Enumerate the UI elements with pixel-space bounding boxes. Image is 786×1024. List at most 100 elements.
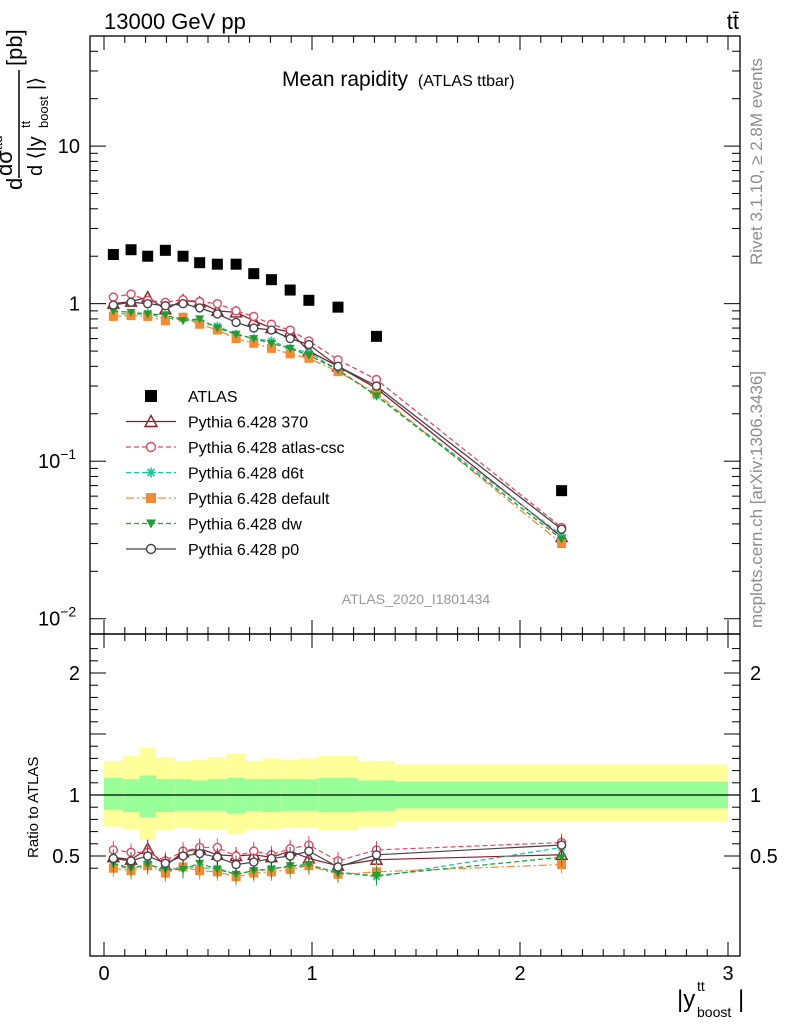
legend-marker-pythia-6-428-default <box>146 493 156 503</box>
legend-marker-pythia-6-428-p0 <box>145 543 157 555</box>
y-tick-label-ratio-right: 1 <box>750 785 761 807</box>
point-atlas <box>194 257 206 269</box>
legend-marker-atlas <box>145 390 157 402</box>
point-pythia-6-428-dw <box>231 330 241 339</box>
point-pythia-6-428-p0 <box>371 381 382 391</box>
y-tick-label-ratio-right: 0.5 <box>750 846 778 868</box>
ratio-point-pythia-6-428-dw <box>249 867 259 876</box>
ratio-point-pythia-6-428-p0 <box>304 846 314 856</box>
legend-label-atlas: ATLAS <box>188 389 238 406</box>
ratio-series-layer <box>106 833 569 886</box>
svg-text:tt: tt <box>18 120 33 128</box>
point-pythia-6-428-dw <box>160 311 170 320</box>
point-pythia-6-428-dw <box>108 307 118 316</box>
legend-label-pythia-6-428-d6t: Pythia 6.428 d6t <box>188 466 304 483</box>
y-tick-label-ratio-left: 1 <box>69 785 80 807</box>
point-pythia-6-428-dw <box>304 351 314 360</box>
point-atlas <box>265 274 277 286</box>
svg-text:|y: |y <box>677 986 695 1013</box>
y-axis-label-main: d dσ ttd d ⟨|y tt boost |⟩ [pb] <box>0 29 51 190</box>
watermark: ATLAS_2020_I1801434 <box>342 591 491 607</box>
band-inner-2 <box>139 775 156 817</box>
point-pythia-6-428-p0 <box>333 361 343 372</box>
x-tick-label: 2 <box>514 963 525 985</box>
point-atlas <box>211 258 223 270</box>
point-pythia-6-428-atlas-csc <box>126 289 136 299</box>
chart-subtitle: (ATLAS ttbar) <box>418 73 515 90</box>
point-pythia-6-428-p0 <box>126 297 136 307</box>
point-pythia-6-428-p0 <box>160 301 171 311</box>
point-pythia-6-428-dw <box>249 335 259 344</box>
ratio-point-pythia-6-428-p0 <box>160 858 171 869</box>
series-line-pythia-6-428-p0 <box>113 301 562 530</box>
legend-marker-pythia-6-428-d6t <box>146 467 156 478</box>
ratio-line-pythia-6-428-dw <box>113 856 562 877</box>
ratio-point-pythia-6-428-dw <box>143 861 153 870</box>
svg-text:boost: boost <box>36 96 51 128</box>
point-pythia-6-428-p0 <box>212 309 223 319</box>
svg-text:[pb]: [pb] <box>2 29 27 66</box>
band-inner-7 <box>226 777 246 814</box>
point-pythia-6-428-p0 <box>231 317 241 328</box>
y-axis-label-ratio: Ratio to ATLAS <box>25 757 42 858</box>
side-label-bottom: mcplots.cern.ch [arXiv:1306.3436] <box>747 371 766 628</box>
x-axis-label: |y tt boost | <box>677 978 744 1020</box>
legend-marker-pythia-6-428-370 <box>143 414 159 428</box>
main-series-layer <box>106 244 569 549</box>
point-pythia-6-428-dw <box>266 339 276 348</box>
ratio-point-pythia-6-428-p0 <box>249 857 259 867</box>
y-tick-label-ratio-left: 0.5 <box>52 846 80 868</box>
ratio-point-pythia-6-428-p0 <box>178 851 188 861</box>
ratio-point-pythia-6-428-dw <box>231 870 241 879</box>
series-line-pythia-6-428-d6t <box>113 311 562 536</box>
axes: 0 1 2 3 10−2 10−1 1 10 0.5 0.5 1 1 2 2 <box>38 35 778 985</box>
point-pythia-6-428-default <box>249 338 259 348</box>
point-atlas <box>284 284 296 296</box>
point-pythia-6-428-default <box>285 349 295 359</box>
point-pythia-6-428-dw <box>212 324 222 333</box>
ratio-point-pythia-6-428-p0 <box>556 840 567 850</box>
legend-marker-pythia-6-428-dw <box>146 519 156 529</box>
ratio-point-pythia-6-428-p0 <box>212 852 223 862</box>
point-pythia-6-428-default <box>160 316 170 326</box>
y-tick-label-ratio-right: 2 <box>750 663 761 685</box>
series-line-pythia-6-428-atlas-csc <box>113 293 563 528</box>
svg-text:|⟩: |⟩ <box>25 77 47 90</box>
point-pythia-6-428-p0 <box>178 298 188 309</box>
legend: ATLAS Pythia 6.428 370 Pythia 6.428 atlas-… <box>126 389 345 559</box>
header-left: 13000 GeV pp <box>104 9 246 34</box>
point-pythia-6-428-p0 <box>285 333 295 344</box>
point-pythia-6-428-p0 <box>108 300 119 310</box>
legend-marker-pythia-6-428-atlas-csc <box>145 441 157 453</box>
legend-label-pythia-6-428-370: Pythia 6.428 370 <box>188 415 308 432</box>
point-atlas <box>159 244 171 256</box>
series-line-pythia-6-428-370 <box>113 296 563 538</box>
series-line-pythia-6-428-dw <box>113 310 562 540</box>
ratio-point-pythia-6-428-p0 <box>194 848 205 859</box>
point-pythia-6-428-dw <box>371 392 381 401</box>
point-pythia-6-428-p0 <box>266 325 277 335</box>
point-pythia-6-428-p0 <box>249 323 259 333</box>
ratio-point-pythia-6-428-dw <box>266 865 276 874</box>
point-pythia-6-428-p0 <box>142 298 153 309</box>
band-inner-3 <box>156 779 175 813</box>
x-tick-label: 3 <box>722 963 733 985</box>
point-atlas <box>556 485 568 497</box>
y-tick-label-ratio-left: 2 <box>69 663 80 685</box>
band-inner-13 <box>357 780 396 811</box>
legend-label-pythia-6-428-p0: Pythia 6.428 p0 <box>188 542 299 559</box>
point-pythia-6-428-default <box>195 319 205 329</box>
point-pythia-6-428-dw <box>285 344 295 353</box>
svg-text:tt: tt <box>697 978 705 994</box>
point-atlas <box>248 268 260 280</box>
point-pythia-6-428-default <box>108 311 118 321</box>
legend-label-pythia-6-428-atlas-csc: Pythia 6.428 atlas-csc <box>188 440 345 457</box>
x-tick-label: 1 <box>306 963 317 985</box>
point-pythia-6-428-dw <box>143 310 153 319</box>
point-pythia-6-428-atlas-csc <box>249 311 259 322</box>
svg-text:d: d <box>2 178 27 190</box>
chart-title: Mean rapidity <box>282 68 409 91</box>
ratio-point-pythia-6-428-p0 <box>371 850 382 860</box>
ratio-point-pythia-6-428-p0 <box>108 853 119 864</box>
